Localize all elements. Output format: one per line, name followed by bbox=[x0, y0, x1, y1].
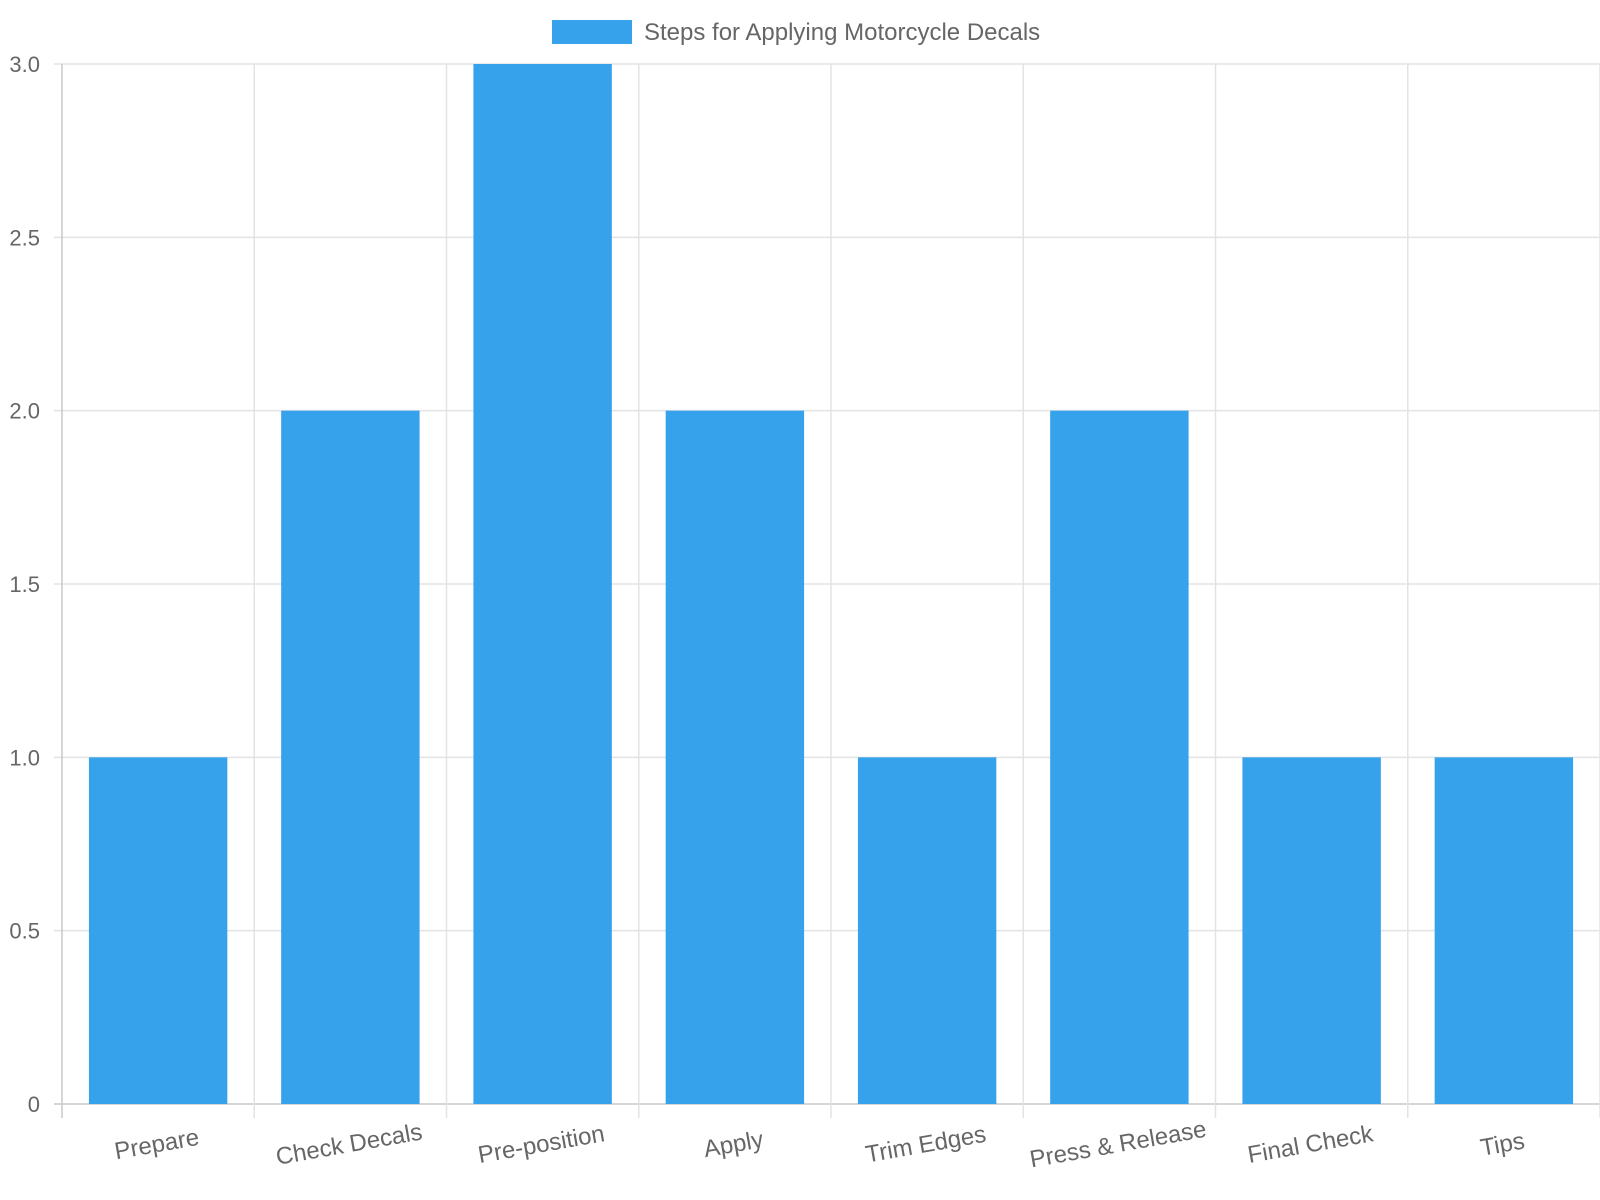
bar[interactable] bbox=[1242, 757, 1381, 1104]
x-tick-label: Press & Release bbox=[1028, 1116, 1209, 1174]
y-tick-label: 2.5 bbox=[9, 225, 40, 250]
x-tick-label: Trim Edges bbox=[863, 1121, 988, 1169]
legend[interactable]: Steps for Applying Motorcycle Decals bbox=[552, 19, 1040, 46]
y-tick-label: 1.0 bbox=[9, 745, 40, 770]
y-tick-label: 3.0 bbox=[9, 52, 40, 77]
x-tick-label: Check Decals bbox=[274, 1118, 425, 1170]
y-axis: 0 0.5 1.0 1.5 2.0 2.5 3.0 bbox=[9, 52, 40, 1117]
y-tick-label: 0 bbox=[28, 1092, 40, 1117]
bar[interactable] bbox=[281, 410, 420, 1105]
bar[interactable] bbox=[473, 64, 612, 1104]
grid-lines bbox=[54, 63, 1600, 1118]
bar[interactable] bbox=[665, 410, 805, 1105]
y-tick-label: 0.5 bbox=[9, 919, 40, 944]
x-tick-label: Prepare bbox=[112, 1124, 201, 1165]
y-tick-label: 2.0 bbox=[9, 399, 40, 424]
bar[interactable] bbox=[88, 757, 228, 1104]
x-tick-label: Apply bbox=[702, 1126, 766, 1163]
bar[interactable] bbox=[857, 757, 997, 1104]
bars bbox=[88, 64, 1574, 1105]
x-tick-label: Tips bbox=[1478, 1127, 1526, 1161]
x-tick-label: Final Check bbox=[1246, 1120, 1376, 1169]
x-axis: Prepare Check Decals Pre-position Apply Trim… bbox=[112, 1116, 1526, 1174]
x-tick-label: Pre-position bbox=[476, 1120, 607, 1169]
bar[interactable] bbox=[1434, 757, 1574, 1104]
y-tick-label: 1.5 bbox=[9, 572, 40, 597]
bar[interactable] bbox=[1050, 410, 1189, 1105]
legend-label: Steps for Applying Motorcycle Decals bbox=[644, 19, 1040, 46]
legend-swatch bbox=[552, 20, 632, 44]
